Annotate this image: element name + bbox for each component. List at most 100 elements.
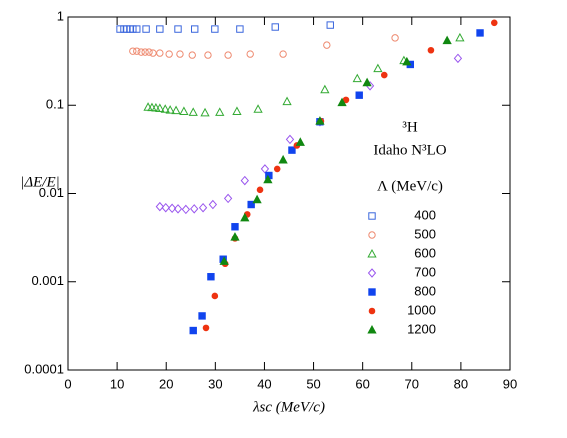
marker [191,25,199,33]
y-tick-label: 0.0001 [24,361,64,376]
marker [207,273,215,281]
plot-frame [67,16,511,371]
x-tick-label: 90 [503,376,517,391]
marker [368,231,376,239]
marker [320,84,330,94]
marker [133,47,141,55]
marker [155,201,165,212]
y-tick-label: 0.01 [39,185,64,200]
x-tick-label: 40 [257,376,271,391]
x-tick-label: 60 [355,376,369,391]
marker [198,312,206,320]
marker [149,49,157,57]
marker [260,164,270,174]
marker [285,134,295,145]
marker [402,56,412,66]
marker [453,53,463,64]
marker [116,25,124,33]
marker [367,248,377,258]
x-tick-label: 80 [454,376,468,391]
marker [271,23,279,31]
annotation: ³H [402,119,417,135]
marker [288,146,296,154]
marker [165,105,175,114]
x-tick-label: 70 [405,376,419,391]
marker [165,50,173,58]
marker [240,212,250,222]
legend-label: 1000 [407,302,436,317]
marker [373,63,383,73]
marker [145,48,153,56]
marker [156,49,164,57]
marker [208,199,218,210]
marker [355,91,363,99]
marker [137,48,145,56]
marker [490,19,498,27]
marker [188,107,198,116]
marker [247,200,255,209]
marker [253,104,263,113]
marker [230,232,240,241]
marker [156,25,164,33]
marker [188,51,196,59]
marker [173,204,183,214]
y-tick-label: 0.001 [31,273,64,288]
marker [295,137,305,146]
marker [476,29,484,37]
marker [337,97,347,107]
marker [323,41,331,49]
y-tick-label: 1 [57,8,64,23]
marker [326,21,334,29]
marker [167,203,177,214]
x-axis-label: λsc (MeV/c) [252,399,325,415]
marker [215,107,225,116]
y-axis-label: |ΔE/E| [20,174,60,190]
x-tick-label: 50 [306,376,320,391]
marker [198,202,208,213]
marker [380,71,388,79]
marker [368,212,376,220]
marker [256,186,264,194]
legend-label: 1200 [407,321,436,336]
marker [129,47,137,55]
x-tick-label: 30 [208,376,222,391]
y-tick-label: 0.1 [46,97,64,112]
x-tick-label: 20 [159,376,173,391]
marker [231,223,239,231]
marker [252,194,262,204]
marker [211,25,219,33]
marker [427,46,435,54]
marker [141,48,149,56]
marker [161,202,170,213]
marker [142,25,150,33]
marker [273,165,281,173]
marker [174,25,182,33]
marker [315,116,325,125]
marker [190,204,199,214]
marker [202,324,210,332]
marker [282,96,292,106]
marker [223,193,233,204]
marker [367,268,377,278]
marker [133,25,141,33]
marker [211,292,219,300]
marker [160,104,170,113]
marker [368,288,376,296]
marker [368,307,376,315]
marker [442,35,452,45]
marker [240,175,249,186]
marker [391,34,399,42]
marker [279,50,287,58]
marker [179,106,189,115]
marker [232,106,242,115]
marker [263,174,273,184]
marker [367,324,377,334]
marker [362,77,372,87]
x-tick-label: 10 [110,376,124,391]
marker [224,51,232,59]
marker [352,73,362,83]
marker [171,105,181,115]
marker [189,326,197,335]
